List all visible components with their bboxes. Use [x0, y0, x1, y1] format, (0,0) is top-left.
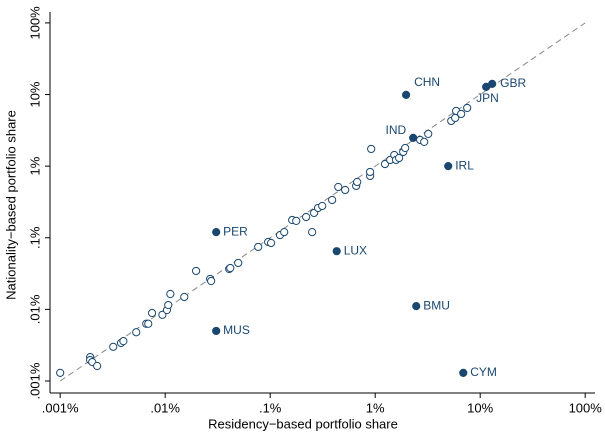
point — [463, 103, 472, 113]
point — [292, 216, 301, 225]
point-label: PER — [223, 224, 248, 238]
point — [212, 227, 221, 237]
point-label: GBR — [500, 76, 526, 90]
point — [158, 310, 167, 319]
point — [459, 368, 468, 377]
point — [401, 143, 410, 153]
point-label: CHN — [414, 75, 440, 89]
point — [334, 182, 343, 192]
y-tick-label: 100% — [27, 6, 42, 40]
point — [147, 308, 157, 318]
point — [144, 319, 153, 328]
y-axis-title: Nationality−based portfolio share — [3, 110, 18, 300]
y-tick-label: 1% — [27, 156, 42, 175]
point-label: CYM — [470, 365, 497, 379]
y-tick-label: .01% — [27, 294, 42, 324]
point — [444, 162, 453, 171]
x-tick-label: .1% — [259, 400, 282, 415]
point — [302, 212, 311, 222]
point — [402, 90, 411, 99]
point — [341, 185, 350, 195]
point-label: IND — [385, 123, 406, 137]
point — [420, 137, 429, 147]
point — [254, 242, 263, 252]
point-label: BMU — [423, 298, 450, 312]
x-tick-label: 10% — [467, 400, 493, 415]
point — [164, 300, 173, 310]
y-tick-label: .001% — [27, 362, 42, 399]
point — [318, 201, 327, 211]
point — [367, 144, 376, 154]
point-label: JPN — [476, 91, 499, 105]
point — [56, 368, 65, 377]
point — [93, 361, 102, 371]
y-tick-label: .1% — [27, 226, 42, 249]
point — [412, 302, 421, 311]
y-tick-label: 10% — [27, 81, 42, 107]
x-axis-title: Residency−based portfolio share — [208, 416, 398, 431]
point — [226, 263, 235, 273]
point — [353, 177, 362, 187]
point — [424, 129, 433, 138]
point — [212, 326, 221, 336]
point — [409, 133, 418, 142]
point — [234, 258, 243, 268]
point — [266, 238, 276, 248]
point-label: IRL — [455, 158, 474, 172]
point-label: MUS — [223, 323, 250, 337]
point — [191, 266, 201, 276]
point — [166, 289, 175, 299]
point — [308, 227, 317, 237]
point — [180, 292, 189, 302]
point — [119, 337, 128, 346]
point — [482, 82, 491, 91]
point — [109, 342, 118, 351]
point-label: LUX — [344, 243, 367, 257]
point — [366, 167, 375, 177]
point — [328, 195, 337, 205]
x-tick-label: .01% — [150, 400, 180, 415]
x-tick-label: 100% — [569, 400, 603, 415]
point — [280, 227, 289, 237]
x-tick-label: 1% — [366, 400, 385, 415]
x-tick-label: .001% — [42, 400, 79, 415]
point — [207, 276, 216, 286]
point — [395, 153, 404, 163]
point — [380, 159, 390, 169]
point — [132, 328, 141, 337]
point — [457, 109, 466, 119]
point — [332, 247, 341, 256]
